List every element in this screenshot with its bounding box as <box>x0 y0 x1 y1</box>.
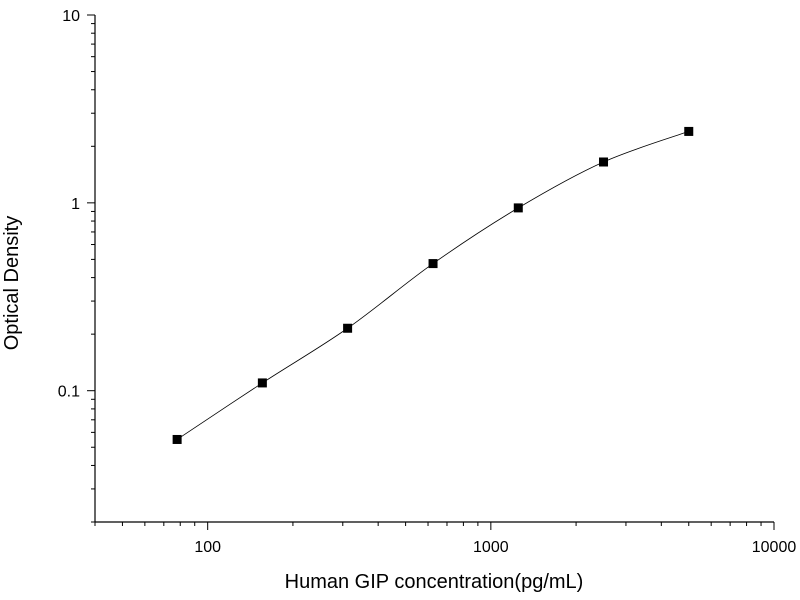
y-tick-label-10: 10 <box>62 8 80 25</box>
plot-frame <box>94 15 774 523</box>
data-point <box>343 323 353 333</box>
fit-curve <box>176 131 689 440</box>
x-axis-title: Human GIP concentration(pg/mL) <box>285 571 584 593</box>
data-point <box>172 434 182 444</box>
tick-labels: 100 1000 10000 0.1 1 10 <box>58 8 797 556</box>
x-tick-label-10000: 10000 <box>752 539 797 556</box>
x-tick-label-1000: 1000 <box>473 539 509 556</box>
data-point <box>599 157 609 167</box>
data-points <box>172 126 694 444</box>
data-point <box>684 126 694 136</box>
x-tick-label-100: 100 <box>194 539 221 556</box>
data-point <box>513 203 523 213</box>
y-tick-label-0.1: 0.1 <box>58 384 80 401</box>
y-tick-label-1: 1 <box>71 196 80 213</box>
data-point <box>257 378 267 388</box>
axis-ticks <box>87 14 775 530</box>
y-axis-title: Optical Density <box>1 216 23 351</box>
data-point <box>428 259 438 269</box>
